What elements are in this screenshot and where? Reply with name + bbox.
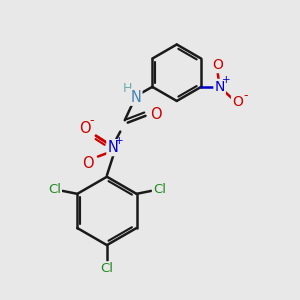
Text: O: O [212, 58, 223, 72]
Text: N: N [130, 90, 141, 105]
Text: O: O [232, 95, 243, 109]
Text: O: O [79, 121, 90, 136]
Text: Cl: Cl [100, 262, 113, 275]
Text: N: N [214, 80, 225, 94]
Text: N: N [107, 140, 118, 155]
Text: O: O [150, 107, 162, 122]
Text: Cl: Cl [48, 183, 61, 196]
Text: -: - [90, 114, 94, 128]
Text: H: H [122, 82, 132, 95]
Text: Cl: Cl [153, 183, 166, 196]
Text: -: - [243, 89, 248, 102]
Text: O: O [82, 156, 94, 171]
Text: +: + [222, 75, 230, 85]
Text: +: + [115, 136, 124, 146]
